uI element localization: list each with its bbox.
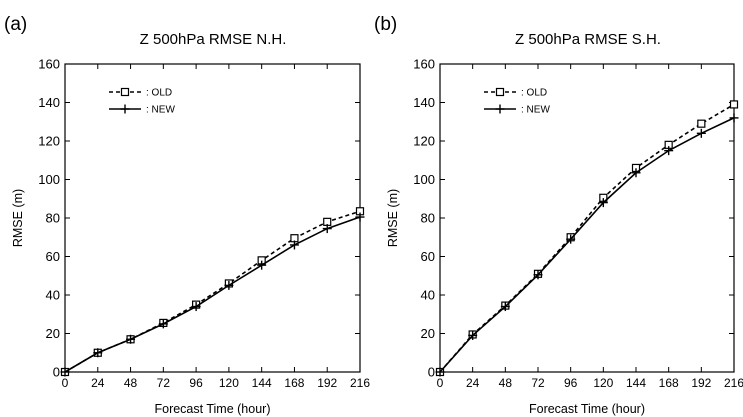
x-tick-label: 144 — [626, 376, 646, 390]
legend-label: : OLD — [146, 88, 172, 99]
plot-frame — [64, 63, 361, 373]
y-tick-label: 60 — [421, 249, 435, 264]
y-tick-label: 60 — [46, 249, 60, 264]
y-tick-label: 80 — [421, 211, 435, 226]
chart-title: Z 500hPa RMSE S.H. — [515, 31, 661, 48]
y-tick-label: 40 — [46, 288, 60, 303]
y-tick-label: 20 — [421, 326, 435, 341]
x-tick-label: 144 — [252, 376, 272, 390]
y-tick-label: 0 — [428, 365, 435, 380]
y-axis-label: RMSE (m) — [11, 189, 25, 247]
x-tick-label: 24 — [466, 376, 480, 390]
x-tick-label: 0 — [437, 376, 444, 390]
data-point-new — [435, 367, 445, 377]
x-tick-label: 0 — [62, 376, 69, 390]
data-point-new — [191, 302, 201, 312]
legend-label: : NEW — [521, 105, 550, 116]
x-tick-label: 48 — [124, 376, 138, 390]
y-tick-label: 140 — [413, 95, 435, 110]
y-tick-label: 160 — [38, 57, 60, 72]
panel-label: (a) — [4, 14, 27, 35]
data-point-old — [729, 100, 739, 109]
x-tick-label: 96 — [564, 376, 578, 390]
x-tick-label: 120 — [219, 376, 239, 390]
data-point-new — [126, 334, 136, 344]
data-point-old — [697, 119, 706, 128]
y-tick-label: 120 — [38, 134, 60, 149]
x-tick-label: 192 — [691, 376, 711, 390]
legend-label: : NEW — [146, 105, 175, 116]
x-tick-label: 168 — [284, 376, 304, 390]
data-point-new — [664, 146, 674, 156]
y-axis-label: RMSE (m) — [386, 189, 400, 247]
data-point-new — [566, 234, 576, 244]
x-tick-label: 192 — [317, 376, 337, 390]
data-point-new — [598, 198, 608, 208]
y-tick-label: 140 — [38, 95, 60, 110]
panel-label: (b) — [374, 14, 397, 35]
series-line-old — [439, 103, 735, 373]
data-point-new — [60, 367, 70, 377]
x-tick-label: 72 — [531, 376, 545, 390]
chart-panel-b: (b) Z 500hPa RMSE S.H. 0 20 40 60 80 100 120 140 1… — [374, 14, 743, 416]
legend-marker-square — [120, 87, 130, 97]
x-tick-label: 96 — [189, 376, 203, 390]
data-point-new — [224, 280, 234, 290]
y-tick-label: 40 — [421, 288, 435, 303]
data-point-new — [158, 319, 168, 329]
y-tick-label: 80 — [46, 211, 60, 226]
series-line-new — [439, 117, 735, 373]
data-point-new — [468, 330, 478, 340]
y-tick-label: 100 — [38, 172, 60, 187]
data-point-new — [257, 260, 267, 270]
legend-marker-square — [495, 87, 505, 97]
y-tick-label: 100 — [413, 172, 435, 187]
data-point-new — [533, 270, 543, 280]
x-tick-label: 216 — [724, 376, 743, 390]
y-tick-label: 160 — [413, 57, 435, 72]
data-point-new — [696, 128, 706, 138]
y-tick-label: 0 — [53, 365, 60, 380]
data-point-new — [93, 348, 103, 358]
data-point-new — [500, 302, 510, 312]
data-point-new — [729, 113, 739, 123]
x-tick-label: 24 — [91, 376, 105, 390]
legend: : OLD : NEW — [109, 88, 175, 116]
chart-title: Z 500hPa RMSE N.H. — [140, 31, 287, 48]
x-tick-label: 168 — [659, 376, 679, 390]
x-axis-label: Forecast Time (hour) — [154, 402, 270, 416]
x-axis-label: Forecast Time (hour) — [529, 402, 645, 416]
data-point-new — [289, 240, 299, 250]
y-tick-label: 20 — [46, 326, 60, 341]
x-tick-label: 216 — [350, 376, 370, 390]
series-line-new — [64, 216, 361, 373]
x-tick-label: 120 — [593, 376, 613, 390]
legend-label: : OLD — [521, 88, 547, 99]
x-tick-label: 72 — [157, 376, 171, 390]
data-point-new — [355, 212, 365, 222]
chart-panel-a: (a) Z 500hPa RMSE N.H. 0 20 40 60 80 100 120 140 1… — [4, 14, 370, 416]
data-point-new — [322, 224, 332, 234]
y-tick-label: 120 — [413, 134, 435, 149]
x-tick-label: 48 — [499, 376, 513, 390]
data-point-new — [631, 168, 641, 178]
legend: : OLD : NEW — [484, 88, 550, 116]
